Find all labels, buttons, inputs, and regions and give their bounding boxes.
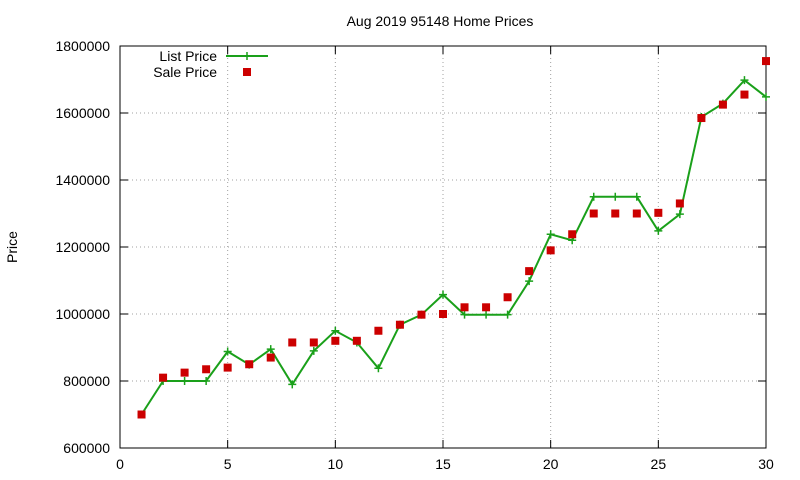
sale-price-point [632,209,641,218]
series-layer [137,57,770,419]
y-tick-label: 1600000 [55,105,110,121]
list-price-point [374,364,383,373]
sale-price-point [740,90,749,99]
sale-price-point [546,246,555,255]
y-tick-label: 1400000 [55,172,110,188]
y-tick-label: 800000 [63,373,110,389]
x-tick-label: 0 [116,456,124,472]
y-tick-label: 600000 [63,440,110,456]
sale-price-point [417,310,426,319]
y-tick-label: 1800000 [55,38,110,54]
x-tick-label: 25 [651,456,667,472]
sale-price-point [503,293,512,302]
y-tick-label: 1000000 [55,306,110,322]
list-price-point [460,310,469,319]
sale-price-point [675,199,684,208]
x-tick-label: 5 [224,456,232,472]
list-price-point [180,377,189,385]
series-1 [137,57,770,419]
sale-price-point [374,326,383,335]
axis-ticks: 600000 800000 1000000 1200000 1400000 1600000… [55,38,774,472]
list-price-point [309,346,318,355]
legend-plus-marker [243,52,251,60]
y-axis-label: Price [4,231,20,263]
list-price-point [546,230,555,239]
sale-price-point [288,338,297,347]
list-price-point [675,210,684,219]
list-price-point [439,290,447,299]
sale-price-point [460,303,469,312]
x-tick-label: 30 [758,456,774,472]
chart-title: Aug 2019 95148 Home Prices [347,13,534,29]
y-tick-label: 1200000 [55,239,110,255]
x-tick-label: 10 [328,456,344,472]
sale-price-point [309,338,318,347]
list-price-point [611,192,620,201]
sale-price-point [180,368,189,377]
list-price-point [525,277,534,286]
sale-price-point [762,57,770,66]
sale-price-point [395,320,404,329]
sale-price-point [568,230,577,239]
list-price-point [762,92,770,101]
list-price-point [482,310,491,319]
sale-price-point [589,209,598,218]
list-price-point [654,226,663,235]
legend-square-marker [243,68,251,76]
list-price-point [223,347,232,356]
sale-price-point [331,336,340,345]
list-price-point [331,326,340,335]
sale-price-point [245,360,254,369]
list-price-point [266,345,275,354]
sale-price-point [223,363,232,372]
list-price-point [632,192,641,201]
sale-price-point [202,365,211,374]
sale-price-point [482,303,491,312]
sale-price-point [654,208,663,217]
list-price-point [589,192,598,201]
sale-price-point [697,114,706,123]
sale-price-point [266,353,275,362]
sale-price-point [439,310,447,318]
x-tick-label: 15 [435,456,451,472]
sale-price-point [611,209,620,218]
sale-price-point [718,100,727,109]
sale-price-point [525,267,534,276]
list-price-point [288,380,297,389]
list-price-point [202,377,211,385]
sale-price-point [137,410,146,419]
grid-lines [120,46,766,448]
list-price-point [740,76,749,85]
x-tick-label: 20 [543,456,559,472]
legend-label: List Price [159,48,217,64]
sale-price-point [159,373,168,382]
legend-label: Sale Price [153,64,217,80]
sale-price-point [352,336,361,345]
list-price-point [503,310,512,319]
